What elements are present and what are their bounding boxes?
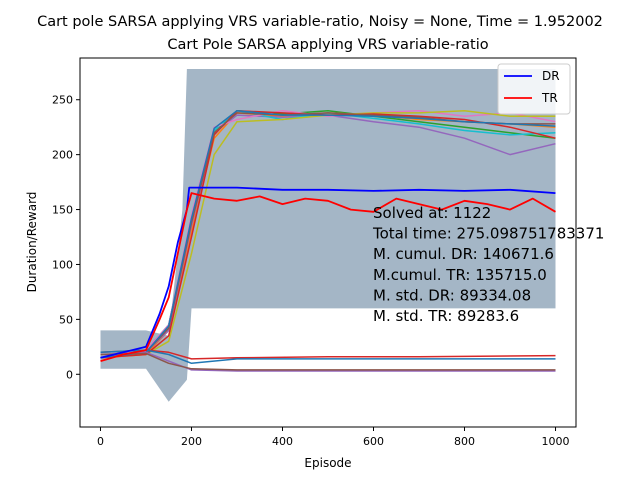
stats-annotation-line: M. std. DR: 89334.08 [373, 286, 531, 304]
y-tick-label: 150 [52, 204, 73, 217]
plot-content [100, 69, 556, 402]
x-tick-label: 1000 [542, 435, 570, 448]
series-line-14 [100, 352, 556, 371]
variance-band [100, 69, 556, 402]
x-axis-label: Episode [304, 456, 351, 470]
x-tick-label: 0 [97, 435, 104, 448]
series-line-tr [100, 192, 556, 362]
y-axis-label: Duration/Reward [25, 192, 39, 293]
stats-annotation-line: Solved at: 1122 [373, 204, 491, 222]
legend-label: DR [542, 69, 560, 83]
stats-annotation: Solved at: 1122 Total time: 275.098751783… [372, 204, 604, 325]
x-tick-label: 800 [454, 435, 475, 448]
stats-annotation-line: Total time: 275.098751783371 [372, 225, 604, 243]
legend: DR TR [497, 63, 571, 115]
y-tick-label: 0 [66, 368, 73, 381]
series-line-8 [100, 109, 556, 359]
chart-title: Cart Pole SARSA applying VRS variable-ra… [167, 37, 488, 53]
stats-annotation-line: M. cumul. DR: 140671.6 [373, 245, 554, 263]
series-line-4 [100, 114, 556, 359]
legend-label: TR [541, 91, 558, 105]
series-line-13 [100, 351, 556, 372]
x-tick-label: 600 [363, 435, 384, 448]
y-tick-label: 200 [52, 149, 73, 162]
x-tick-label: 400 [272, 435, 293, 448]
y-axis: 0 50 100 150 200 250 [52, 94, 80, 381]
series-line-10 [100, 109, 556, 359]
x-axis: 0 200 400 600 800 1000 [97, 427, 570, 448]
y-tick-label: 100 [52, 258, 73, 271]
series-line-dr [100, 186, 556, 359]
stats-annotation-line: M. std. TR: 89283.6 [373, 307, 519, 325]
plot-frame [79, 57, 577, 428]
stats-annotation-line: M.cumul. TR: 135715.0 [373, 266, 547, 284]
figure-suptitle: Cart pole SARSA applying VRS variable-ra… [37, 14, 603, 30]
x-tick-label: 200 [181, 435, 202, 448]
series-line-7 [100, 109, 556, 359]
y-tick-label: 250 [52, 94, 73, 107]
y-tick-label: 50 [59, 313, 73, 326]
series-line-12 [100, 349, 556, 365]
